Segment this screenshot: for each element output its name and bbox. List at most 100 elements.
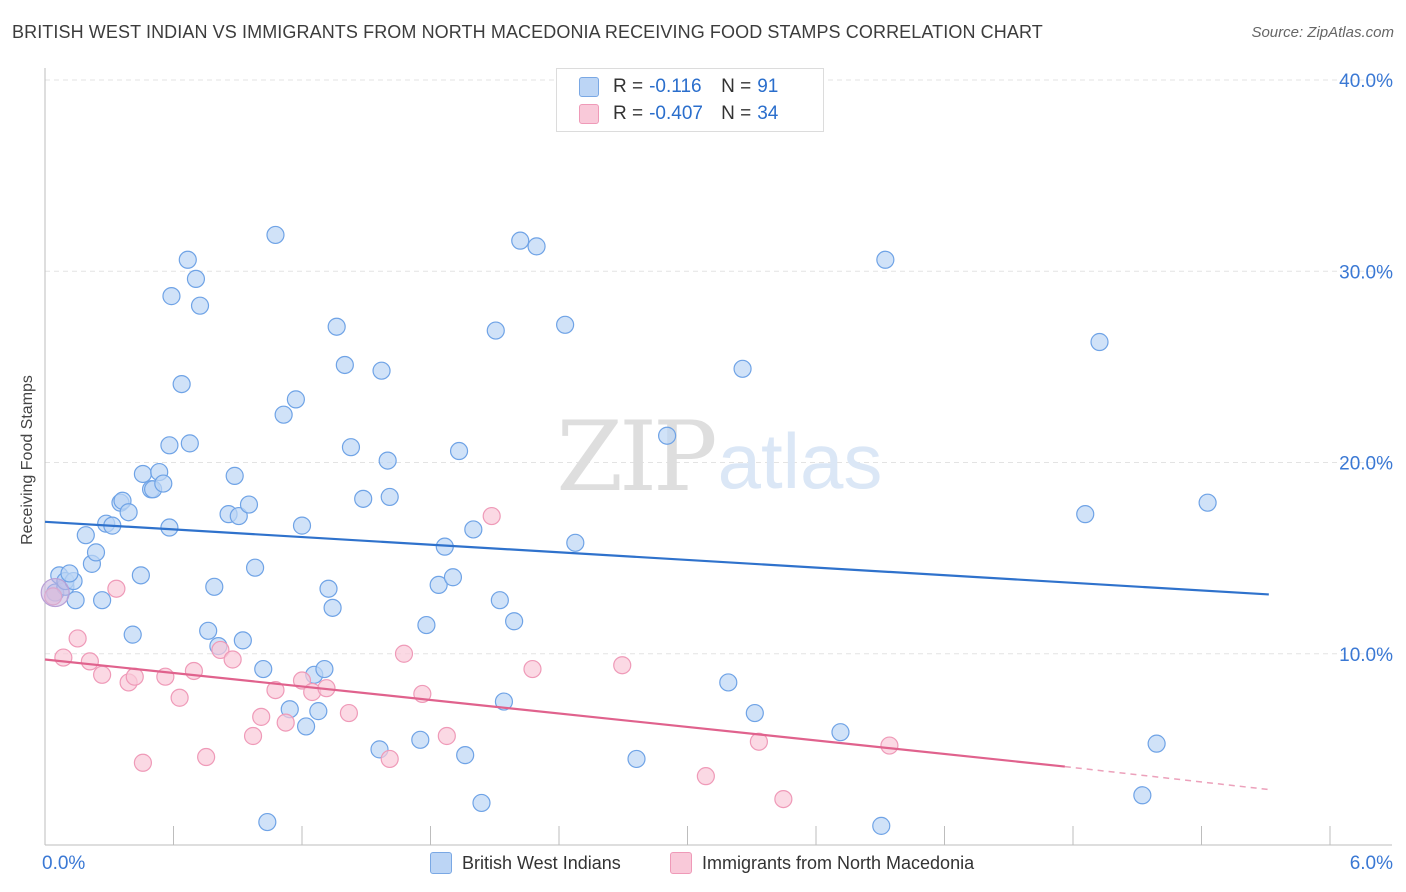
point-north-macedonia — [184, 661, 203, 681]
point-north-macedonia — [170, 688, 189, 707]
point-british-west-indians — [274, 405, 293, 424]
legend-n-label: N = — [721, 76, 752, 97]
series-legend-item-north-macedonia: Immigrants from North Macedonia — [670, 852, 974, 874]
series-legend: British West Indians Immigrants from Nor… — [0, 852, 1406, 878]
point-british-west-indians — [1198, 493, 1217, 512]
point-british-west-indians — [296, 717, 316, 736]
point-british-west-indians — [1147, 734, 1166, 753]
point-british-west-indians — [233, 631, 252, 650]
point-british-west-indians — [429, 575, 448, 595]
point-british-west-indians — [160, 518, 179, 537]
point-british-west-indians — [205, 577, 224, 596]
point-british-west-indians — [745, 703, 764, 723]
point-british-west-indians — [93, 591, 112, 610]
series-swatch-blue — [430, 852, 452, 874]
point-british-west-indians — [1076, 505, 1095, 524]
point-british-west-indians — [229, 506, 248, 526]
point-british-west-indians — [449, 441, 469, 461]
point-british-west-indians — [86, 543, 106, 562]
point-north-macedonia — [266, 680, 285, 700]
point-british-west-indians — [266, 225, 285, 245]
legend-swatch-pink — [579, 104, 599, 124]
point-british-west-indians — [323, 598, 342, 617]
point-british-west-indians — [380, 487, 399, 507]
point-north-macedonia — [292, 671, 312, 690]
point-north-macedonia — [223, 650, 242, 669]
point-british-west-indians — [172, 374, 191, 394]
legend-r-label: R = — [613, 76, 644, 97]
point-north-macedonia — [380, 749, 399, 769]
series-swatch-pink — [670, 852, 692, 874]
point-british-west-indians — [123, 625, 142, 644]
point-british-west-indians — [490, 591, 509, 610]
y-tick-label: 20.0% — [1339, 454, 1393, 475]
point-british-west-indians — [733, 359, 752, 378]
point-british-west-indians — [627, 749, 646, 769]
legend-swatch-blue — [579, 77, 599, 97]
trend-line-north-macedonia — [44, 658, 1065, 768]
point-british-west-indians — [162, 287, 181, 306]
legend-r-value: -0.116 — [649, 76, 702, 97]
point-british-west-indians — [1090, 332, 1109, 352]
point-north-macedonia — [774, 789, 793, 809]
point-north-macedonia — [211, 640, 230, 660]
point-north-macedonia — [880, 736, 899, 755]
point-british-west-indians — [133, 464, 153, 484]
watermark-atlas: atlas — [718, 417, 883, 505]
point-british-west-indians — [119, 503, 138, 522]
point-north-macedonia — [197, 747, 216, 767]
x-tick-label: 0.0% — [42, 853, 85, 874]
point-british-west-indians — [456, 746, 475, 765]
point-north-macedonia — [93, 665, 112, 684]
point-british-west-indians — [178, 250, 197, 269]
point-british-west-indians — [341, 438, 361, 457]
watermark-zip: ZIP — [556, 401, 715, 513]
point-north-macedonia — [523, 659, 542, 679]
point-british-west-indians — [131, 566, 150, 585]
chart-title: BRITISH WEST INDIAN VS IMMIGRANTS FROM N… — [12, 22, 1043, 42]
point-north-macedonia — [252, 707, 271, 726]
point-north-macedonia — [54, 648, 73, 667]
point-british-west-indians — [160, 436, 179, 455]
point-british-west-indians — [472, 793, 491, 813]
point-north-macedonia — [133, 753, 153, 772]
point-british-west-indians — [190, 296, 210, 315]
point-north-macedonia — [125, 667, 144, 686]
series-legend-label: British West Indians — [462, 852, 621, 873]
point-british-west-indians — [486, 321, 505, 340]
point-north-macedonia — [394, 644, 414, 663]
point-north-macedonia — [276, 713, 295, 732]
legend-r-value: -0.407 — [649, 103, 703, 124]
point-british-west-indians — [319, 579, 338, 598]
point-british-west-indians — [511, 231, 530, 250]
point-british-west-indians — [556, 315, 575, 334]
point-british-west-indians — [494, 692, 514, 711]
point-north-macedonia — [482, 506, 501, 526]
stats-legend-row-blue: R = -0.116 N = 91 — [579, 74, 778, 100]
stats-legend-row-pink: R = -0.407 N = 34 — [579, 101, 778, 127]
point-north-macedonia — [339, 703, 359, 723]
stats-legend: R = -0.116 N = 91 R = -0.407 N = 34 — [556, 68, 824, 132]
point-british-west-indians — [566, 533, 585, 552]
point-north-macedonia — [437, 726, 456, 746]
point-north-macedonia — [749, 732, 768, 751]
point-british-west-indians — [372, 361, 391, 380]
point-north-macedonia — [243, 726, 263, 746]
point-british-west-indians — [186, 269, 206, 288]
point-british-west-indians — [378, 451, 397, 470]
point-north-macedonia — [68, 629, 87, 648]
point-british-west-indians — [225, 466, 244, 485]
point-british-west-indians — [327, 317, 346, 336]
point-british-west-indians — [411, 730, 430, 749]
point-north-macedonia — [80, 652, 99, 671]
point-british-west-indians — [527, 237, 546, 256]
point-british-west-indians — [286, 390, 305, 409]
point-british-west-indians — [464, 520, 483, 539]
x-tick-label: 6.0% — [1350, 853, 1393, 874]
point-british-west-indians — [719, 673, 738, 692]
legend-n-label: N = — [721, 103, 752, 124]
y-tick-label: 40.0% — [1339, 71, 1393, 92]
trend-line-british-west-indians — [44, 520, 1269, 596]
series-legend-item-british-west-indians: British West Indians — [430, 852, 621, 874]
